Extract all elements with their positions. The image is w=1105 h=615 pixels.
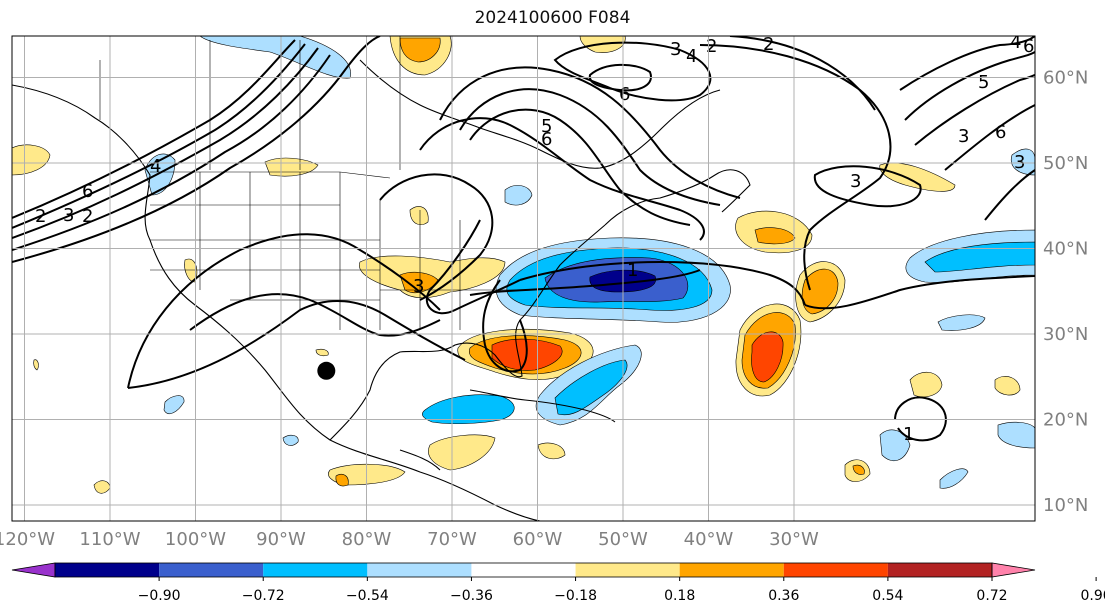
- svg-text:3: 3: [413, 276, 424, 297]
- latitude-label: 50°N: [1043, 153, 1088, 174]
- latitude-labels: 60°N 50°N 40°N 30°N 20°N 10°N: [1043, 68, 1088, 517]
- svg-text:2: 2: [82, 206, 93, 227]
- longitude-label: 90°W: [256, 529, 306, 550]
- colorbar-tick-label: −0.18: [554, 588, 597, 604]
- colorbar-segment: [783, 563, 888, 577]
- latitude-label: 20°N: [1043, 410, 1088, 431]
- svg-text:6: 6: [995, 122, 1006, 143]
- map-title: 2024100600 F084: [474, 8, 631, 28]
- latitude-label: 30°N: [1043, 324, 1088, 345]
- svg-text:6: 6: [82, 181, 93, 202]
- latitude-label: 40°N: [1043, 239, 1088, 260]
- colorbar-segment: [679, 563, 784, 577]
- colorbar-tick-label: 0.18: [664, 588, 695, 604]
- longitude-label: 120°W: [0, 529, 55, 550]
- longitude-label: 30°W: [769, 529, 819, 550]
- svg-text:1: 1: [627, 260, 638, 281]
- svg-text:2: 2: [763, 34, 774, 55]
- state-borders: [99, 36, 520, 330]
- latitude-label: 60°N: [1043, 68, 1088, 89]
- longitude-label: 110°W: [79, 529, 140, 550]
- gridlines: [12, 36, 1035, 521]
- svg-text:4: 4: [1010, 32, 1021, 53]
- colorbar-tick-label: −0.90: [138, 588, 181, 604]
- colorbar-tick-label: 0.90: [1081, 588, 1105, 604]
- longitude-label: 70°W: [427, 529, 477, 550]
- svg-text:6: 6: [1023, 36, 1034, 57]
- shaded-field: [12, 36, 1035, 494]
- svg-text:5: 5: [978, 72, 989, 93]
- longitude-label: 100°W: [165, 529, 226, 550]
- colorbar-tick-label: 0.72: [976, 588, 1007, 604]
- colorbar-extend-high: [991, 562, 1036, 578]
- longitude-labels: 130°W120°W110°W100°W90°W80°W70°W60°W50°W…: [0, 529, 819, 550]
- colorbar-tick-label: 0.36: [768, 588, 799, 604]
- longitude-label: 50°W: [598, 529, 648, 550]
- svg-text:3: 3: [958, 126, 969, 147]
- colorbar-segment: [887, 563, 992, 577]
- map-frame: [11, 35, 1036, 522]
- svg-text:6: 6: [619, 84, 630, 105]
- colorbar-tick-label: −0.54: [346, 588, 389, 604]
- colorbar-segment: [263, 563, 368, 577]
- colorbar-tick-label: 0.54: [872, 588, 903, 604]
- colorbar-segment: [575, 563, 680, 577]
- svg-text:2: 2: [35, 206, 46, 227]
- contours: [12, 36, 1035, 442]
- colorbar-tick-label: −0.72: [242, 588, 285, 604]
- longitude-label: 40°W: [684, 529, 734, 550]
- svg-text:4: 4: [150, 156, 161, 177]
- colorbar-outline: [54, 562, 993, 578]
- svg-text:4: 4: [686, 46, 697, 67]
- svg-text:5: 5: [541, 116, 552, 137]
- svg-text:3: 3: [670, 39, 681, 60]
- svg-text:1: 1: [903, 424, 914, 445]
- colorbar-segment: [55, 563, 160, 577]
- longitude-label: 60°W: [513, 529, 563, 550]
- latitude-label: 10°N: [1043, 495, 1088, 516]
- svg-text:3: 3: [63, 205, 74, 226]
- contour-labels: 2 2 3 4 3 6 6 5 1 4 6 2 3 6 2 3 3 5 6 3 …: [35, 32, 1034, 445]
- longitude-label: 80°W: [342, 529, 392, 550]
- colorbar-segment: [159, 563, 264, 577]
- colorbar: −0.90 −0.72 −0.54 −0.36 −0.18 0.18 0.36 0.54 0.7…: [11, 562, 1105, 604]
- colorbar-extend-low: [11, 562, 56, 578]
- svg-text:6: 6: [541, 129, 552, 150]
- colorbar-tick-label: −0.36: [450, 588, 493, 604]
- svg-text:2: 2: [706, 36, 717, 57]
- svg-text:3: 3: [850, 171, 861, 192]
- colorbar-segment: [471, 563, 576, 577]
- storm-center-marker: [317, 361, 336, 380]
- coastlines: [12, 59, 751, 521]
- colorbar-segment: [367, 563, 472, 577]
